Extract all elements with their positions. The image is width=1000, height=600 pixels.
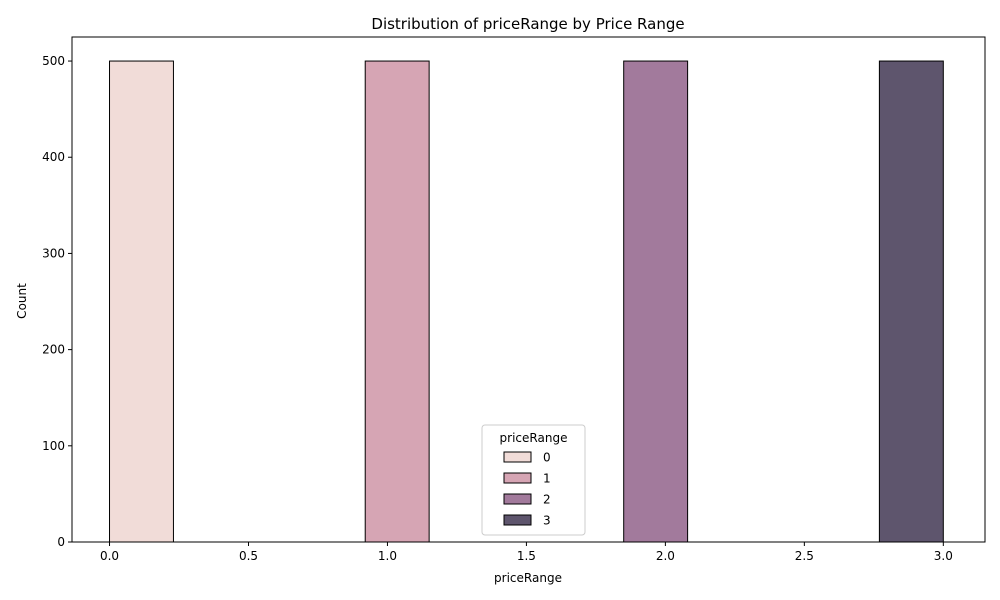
legend-title: priceRange [500,431,568,445]
legend-swatch-1 [503,472,532,484]
plot-frame [71,36,986,543]
y-tick-label-0: 0 [57,535,65,549]
bar-series-2-0 [623,60,689,543]
x-tick-label-5: 2.5 [795,549,814,563]
legend-label-3: 3 [543,514,551,528]
legend-label-2: 2 [543,493,551,507]
chart-title: Distribution of priceRange by Price Rang… [371,15,684,33]
legend-label-0: 0 [543,451,551,465]
y-tick-label-1: 100 [42,439,65,453]
y-tick-label-4: 400 [42,150,65,164]
plot-area: 0.0 0.5 1.0 1.5 2.0 2.5 3.0 0 100 200 300 400 500 [42,36,986,563]
y-tick-label-5: 500 [42,54,65,68]
x-tick-label-4: 2.0 [656,549,675,563]
legend-swatch-2 [503,493,532,505]
x-tick-label-1: 0.5 [239,549,258,563]
x-tick-label-2: 1.0 [378,549,397,563]
legend-label-1: 1 [543,472,551,486]
x-axis-label: priceRange [494,571,562,585]
legend-swatch-3 [503,514,532,526]
y-tick-label-2: 200 [42,343,65,357]
x-tick-label-6: 3.0 [934,549,953,563]
x-tick-label-3: 1.5 [517,549,536,563]
y-tick-label-3: 300 [42,246,65,260]
bar-series-1-0 [364,60,430,543]
bar-series-0-0 [109,60,174,543]
bar-series-3-0 [878,60,944,543]
legend-swatch-0 [503,451,532,463]
x-tick-label-0: 0.0 [100,549,119,563]
legend: priceRange 0 1 2 3 [481,424,586,536]
y-axis-label: Count [15,283,29,319]
